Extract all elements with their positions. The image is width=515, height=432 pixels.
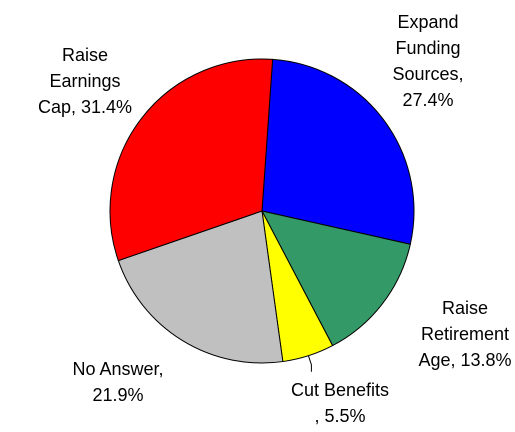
pie-slice-5	[109, 58, 274, 262]
slice-label-line: Raise	[62, 45, 108, 65]
slice-label-1: Expand Funding Sources, 27.4%	[392, 12, 463, 110]
slice-label-3: Cut Benefits , 5.5%	[291, 380, 389, 426]
slice-label-line: Raise	[442, 298, 488, 318]
slice-label-line: 27.4%	[402, 90, 453, 110]
slice-label-line: Cap, 31.4%	[38, 97, 132, 117]
slice-label-line: Earnings	[49, 71, 120, 91]
slice-label-line: No Answer,	[72, 359, 163, 379]
pie-slice-1	[261, 58, 415, 245]
slice-label-line: 21.9%	[92, 385, 143, 405]
slice-label-line: Retirement	[421, 324, 509, 344]
slice-label-line: Sources,	[392, 64, 463, 84]
pie-slice-4	[117, 210, 284, 364]
slice-label-line: , 5.5%	[314, 406, 365, 426]
slice-label-2: Raise Retirement Age, 13.8%	[418, 298, 511, 370]
slice-label-4: No Answer, 21.9%	[72, 359, 163, 405]
slice-label-line: Age, 13.8%	[418, 350, 511, 370]
slice-label-line: Cut Benefits	[291, 380, 389, 400]
pie-slice-2	[261, 210, 411, 347]
slice-label-line: Funding	[395, 38, 460, 58]
slice-label-5: Raise Earnings Cap, 31.4%	[38, 45, 132, 117]
leader-line-cut-benefits	[307, 355, 312, 372]
slice-label-line: Expand	[397, 12, 458, 32]
